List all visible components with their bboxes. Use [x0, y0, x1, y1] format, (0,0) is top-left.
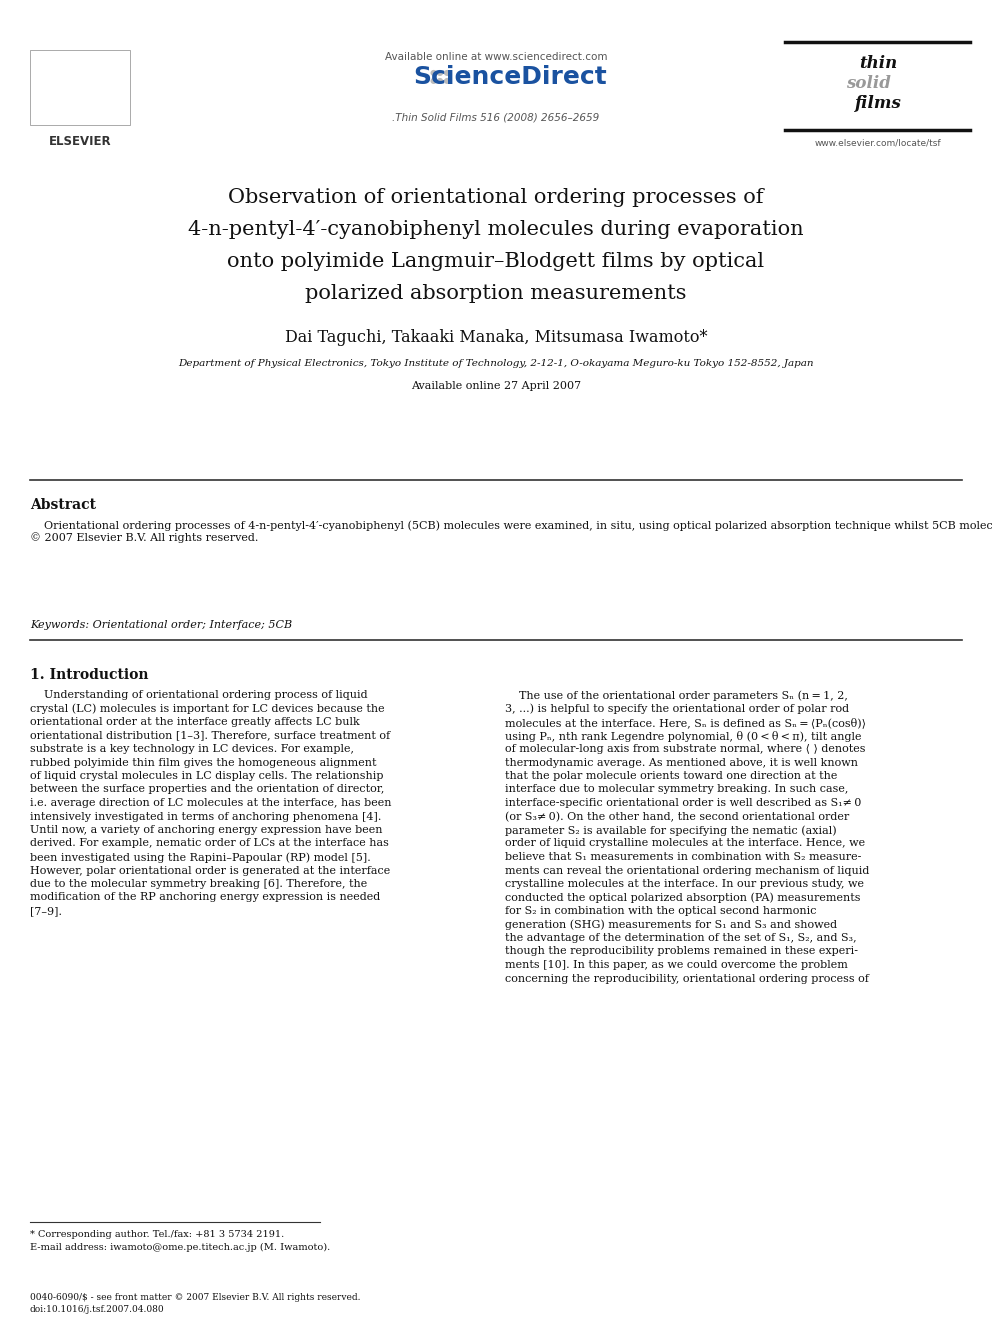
- Text: of molecular-long axis from substrate normal, where ⟨ ⟩ denotes: of molecular-long axis from substrate no…: [505, 744, 865, 754]
- Text: ●●●: ●●●: [430, 75, 451, 85]
- Text: thin: thin: [859, 56, 897, 71]
- Text: that the polar molecule orients toward one direction at the: that the polar molecule orients toward o…: [505, 771, 837, 781]
- Text: ments can reveal the orientational ordering mechanism of liquid: ments can reveal the orientational order…: [505, 865, 869, 876]
- Text: www.elsevier.com/locate/tsf: www.elsevier.com/locate/tsf: [814, 138, 941, 147]
- Text: ments [10]. In this paper, as we could overcome the problem: ments [10]. In this paper, as we could o…: [505, 960, 848, 970]
- Text: crystal (LC) molecules is important for LC devices because the: crystal (LC) molecules is important for …: [30, 704, 385, 714]
- Text: substrate is a key technology in LC devices. For example,: substrate is a key technology in LC devi…: [30, 744, 354, 754]
- Text: interface-specific orientational order is well described as S₁≠ 0: interface-specific orientational order i…: [505, 798, 861, 808]
- Text: orientational order at the interface greatly affects LC bulk: orientational order at the interface gre…: [30, 717, 360, 728]
- Text: believe that S₁ measurements in combination with S₂ measure-: believe that S₁ measurements in combinat…: [505, 852, 861, 863]
- Text: 0040-6090/$ - see front matter © 2007 Elsevier B.V. All rights reserved.: 0040-6090/$ - see front matter © 2007 El…: [30, 1293, 360, 1302]
- Text: Department of Physical Electronics, Tokyo Institute of Technology, 2-12-1, O-oka: Department of Physical Electronics, Toky…: [179, 359, 813, 368]
- Text: Abstract: Abstract: [30, 497, 96, 512]
- Text: molecules at the interface. Here, Sₙ is defined as Sₙ = ⟨Pₙ(cosθ)⟩: molecules at the interface. Here, Sₙ is …: [505, 717, 866, 728]
- Text: Dai Taguchi, Takaaki Manaka, Mitsumasa Iwamoto*: Dai Taguchi, Takaaki Manaka, Mitsumasa I…: [285, 329, 707, 347]
- Text: The use of the orientational order parameters Sₙ (n = 1, 2,: The use of the orientational order param…: [505, 691, 848, 701]
- Text: onto polyimide Langmuir–Blodgett films by optical: onto polyimide Langmuir–Blodgett films b…: [227, 251, 765, 271]
- Text: [7–9].: [7–9].: [30, 906, 62, 916]
- Text: Understanding of orientational ordering process of liquid: Understanding of orientational ordering …: [30, 691, 368, 700]
- Text: though the reproducibility problems remained in these experi-: though the reproducibility problems rema…: [505, 946, 858, 957]
- Text: However, polar orientational order is generated at the interface: However, polar orientational order is ge…: [30, 865, 390, 876]
- Text: 1. Introduction: 1. Introduction: [30, 668, 149, 681]
- Text: due to the molecular symmetry breaking [6]. Therefore, the: due to the molecular symmetry breaking […: [30, 878, 367, 889]
- Text: solid: solid: [845, 75, 891, 93]
- Text: parameter S₂ is available for specifying the nematic (axial): parameter S₂ is available for specifying…: [505, 826, 836, 836]
- Text: crystalline molecules at the interface. In our previous study, we: crystalline molecules at the interface. …: [505, 878, 864, 889]
- Text: derived. For example, nematic order of LCs at the interface has: derived. For example, nematic order of L…: [30, 839, 389, 848]
- Text: E-mail address: iwamoto@ome.pe.titech.ac.jp (M. Iwamoto).: E-mail address: iwamoto@ome.pe.titech.ac…: [30, 1244, 330, 1252]
- Text: i.e. average direction of LC molecules at the interface, has been: i.e. average direction of LC molecules a…: [30, 798, 392, 808]
- Text: ●●●: ●●●: [430, 67, 451, 77]
- Text: the advantage of the determination of the set of S₁, S₂, and S₃,: the advantage of the determination of th…: [505, 933, 857, 943]
- Text: Keywords: Orientational order; Interface; 5CB: Keywords: Orientational order; Interface…: [30, 620, 292, 630]
- Text: thermodynamic average. As mentioned above, it is well known: thermodynamic average. As mentioned abov…: [505, 758, 858, 767]
- Text: films: films: [854, 95, 902, 112]
- Text: been investigated using the Rapini–Papoular (RP) model [5].: been investigated using the Rapini–Papou…: [30, 852, 371, 863]
- Text: for S₂ in combination with the optical second harmonic: for S₂ in combination with the optical s…: [505, 906, 816, 916]
- Text: * Corresponding author. Tel./fax: +81 3 5734 2191.: * Corresponding author. Tel./fax: +81 3 …: [30, 1230, 285, 1240]
- Text: interface due to molecular symmetry breaking. In such case,: interface due to molecular symmetry brea…: [505, 785, 848, 795]
- Text: 3, ...) is helpful to specify the orientational order of polar rod: 3, ...) is helpful to specify the orient…: [505, 704, 849, 714]
- Text: modification of the RP anchoring energy expression is needed: modification of the RP anchoring energy …: [30, 893, 380, 902]
- Text: concerning the reproducibility, orientational ordering process of: concerning the reproducibility, orientat…: [505, 974, 869, 983]
- Text: Observation of orientational ordering processes of: Observation of orientational ordering pr…: [228, 188, 764, 206]
- Text: Orientational ordering processes of 4-n-pentyl-4′-cyanobiphenyl (5CB) molecules : Orientational ordering processes of 4-n-…: [30, 520, 992, 544]
- Text: between the surface properties and the orientation of director,: between the surface properties and the o…: [30, 785, 384, 795]
- Text: polarized absorption measurements: polarized absorption measurements: [306, 284, 686, 303]
- Text: conducted the optical polarized absorption (PA) measurements: conducted the optical polarized absorpti…: [505, 893, 860, 904]
- Text: ELSEVIER: ELSEVIER: [49, 135, 111, 148]
- Text: Available online at www.sciencedirect.com: Available online at www.sciencedirect.co…: [385, 52, 607, 62]
- Text: of liquid crystal molecules in LC display cells. The relationship: of liquid crystal molecules in LC displa…: [30, 771, 384, 781]
- Text: rubbed polyimide thin film gives the homogeneous alignment: rubbed polyimide thin film gives the hom…: [30, 758, 377, 767]
- Text: 4-n-pentyl-4′-cyanobiphenyl molecules during evaporation: 4-n-pentyl-4′-cyanobiphenyl molecules du…: [188, 220, 804, 239]
- Bar: [30, 50, 130, 124]
- Text: (or S₃≠ 0). On the other hand, the second orientational order: (or S₃≠ 0). On the other hand, the secon…: [505, 811, 849, 822]
- Text: generation (SHG) measurements for S₁ and S₃ and showed: generation (SHG) measurements for S₁ and…: [505, 919, 837, 930]
- Text: Until now, a variety of anchoring energy expression have been: Until now, a variety of anchoring energy…: [30, 826, 383, 835]
- Text: .Thin Solid Films 516 (2008) 2656–2659: .Thin Solid Films 516 (2008) 2656–2659: [393, 112, 599, 122]
- Text: intensively investigated in terms of anchoring phenomena [4].: intensively investigated in terms of anc…: [30, 811, 381, 822]
- Text: ScienceDirect: ScienceDirect: [413, 65, 607, 89]
- Text: using Pₙ, nth rank Legendre polynomial, θ (0 < θ < π), tilt angle: using Pₙ, nth rank Legendre polynomial, …: [505, 730, 861, 741]
- Text: order of liquid crystalline molecules at the interface. Hence, we: order of liquid crystalline molecules at…: [505, 839, 865, 848]
- Text: Available online 27 April 2007: Available online 27 April 2007: [411, 381, 581, 392]
- Text: orientational distribution [1–3]. Therefore, surface treatment of: orientational distribution [1–3]. Theref…: [30, 730, 390, 741]
- Text: doi:10.1016/j.tsf.2007.04.080: doi:10.1016/j.tsf.2007.04.080: [30, 1304, 165, 1314]
